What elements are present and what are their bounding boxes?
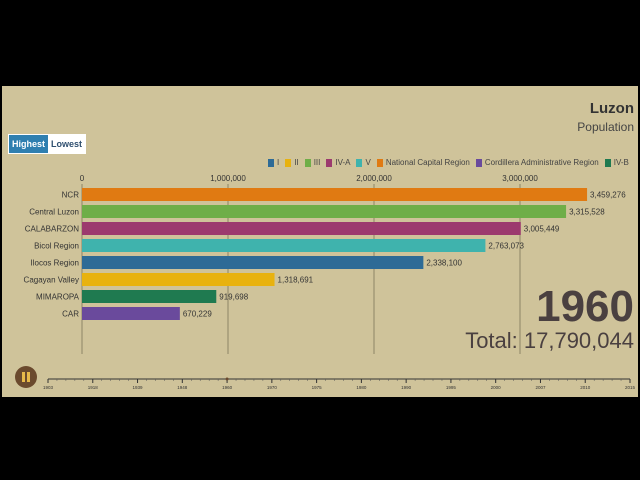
timeline-label: 2007 (535, 385, 546, 390)
legend-label: II (294, 158, 299, 167)
category-label: CALABARZON (25, 225, 79, 234)
legend-swatch (356, 158, 363, 167)
timeline-label: 1948 (177, 385, 188, 390)
legend-swatch (475, 158, 482, 167)
legend-swatch (304, 158, 311, 167)
category-label: Central Luzon (29, 208, 79, 217)
legend-item[interactable]: Cordillera Administrative Region (475, 158, 599, 167)
legend-swatch (376, 158, 383, 167)
legend-item[interactable]: National Capital Region (376, 158, 470, 167)
legend-swatch (285, 158, 292, 167)
category-label: Ilocos Region (31, 259, 79, 268)
legend-item[interactable]: IV-A (326, 158, 350, 167)
bar-chart: 0 1,000,000 2,000,000 3,000,000 NCR 3,459,276… (24, 174, 626, 354)
chart-title: Luzon (589, 100, 634, 117)
timeline-label: 1918 (88, 385, 99, 390)
timeline-label: 1990 (401, 385, 412, 390)
timeline-label: 2010 (580, 385, 591, 390)
legend-swatch (326, 158, 333, 167)
chart-subtitle: Population (577, 120, 634, 134)
value-label: 2,338,100 (426, 259, 462, 268)
bar (82, 222, 521, 235)
bar (82, 239, 486, 252)
timeline-label: 1939 (133, 385, 144, 390)
bar (82, 188, 588, 201)
value-label: 3,005,449 (524, 225, 560, 234)
timeline-slider[interactable]: 1903 1918 1939 1948 1960 1970 1975 1980 1990 1995… (2, 86, 638, 397)
legend-item[interactable]: IV-B (604, 158, 629, 167)
legend-item[interactable]: I (268, 158, 279, 167)
bar (82, 307, 180, 320)
bar (82, 290, 217, 303)
bar (82, 273, 275, 286)
legend-item[interactable]: V (356, 158, 371, 167)
legend-label: III (313, 158, 321, 167)
timeline-label: 1995 (446, 385, 457, 390)
category-label: NCR (62, 191, 80, 200)
bar (82, 256, 424, 269)
timeline-label: 1970 (267, 385, 278, 390)
timeline-label: 1960 (222, 385, 233, 390)
timeline-label: 2015 (625, 385, 636, 390)
pause-icon[interactable] (15, 366, 37, 388)
category-label: MIMAROPA (36, 293, 80, 302)
x-tick-label: 2,000,000 (356, 174, 392, 183)
sort-toggle: Highest Lowest (8, 134, 87, 154)
highest-button[interactable]: Highest (9, 135, 49, 153)
x-tick-label: 0 (80, 174, 85, 183)
timeline-label: 1980 (356, 385, 367, 390)
legend-label: Cordillera Administrative Region (484, 158, 599, 167)
legend-swatch (268, 158, 274, 167)
bar (82, 205, 567, 218)
legend-label: IV-B (613, 158, 629, 167)
value-label: 3,459,276 (590, 191, 626, 200)
chart-stage: Luzon Population Highest Lowest I II III IV… (2, 86, 638, 397)
legend-label: National Capital Region (385, 158, 470, 167)
x-tick-label: 1,000,000 (210, 174, 246, 183)
timeline-label: 1903 (43, 385, 54, 390)
value-label: 1,318,691 (278, 276, 314, 285)
legend-label: IV-A (335, 158, 351, 167)
current-year: 1960 (536, 282, 634, 331)
timeline-label: 2000 (491, 385, 502, 390)
x-tick-label: 3,000,000 (502, 174, 538, 183)
value-label: 919,698 (219, 293, 248, 302)
lowest-button[interactable]: Lowest (48, 135, 86, 153)
value-label: 3,315,528 (569, 208, 605, 217)
value-label: 670,229 (183, 310, 212, 319)
legend: I II III IV-A V National Capital Region Cordil… (268, 158, 635, 167)
value-label: 2,763,073 (488, 242, 524, 251)
legend-label: V (365, 158, 371, 167)
legend-item[interactable]: III (304, 158, 321, 167)
timeline-handle (225, 377, 229, 381)
legend-item[interactable]: II (285, 158, 299, 167)
category-label: Bicol Region (34, 242, 79, 251)
legend-swatch (604, 158, 611, 167)
population-total: Total: 17,790,044 (465, 328, 634, 353)
category-label: CAR (62, 310, 79, 319)
category-label: Cagayan Valley (24, 276, 79, 285)
legend-label: I (277, 158, 280, 167)
timeline-label: 1975 (312, 385, 323, 390)
